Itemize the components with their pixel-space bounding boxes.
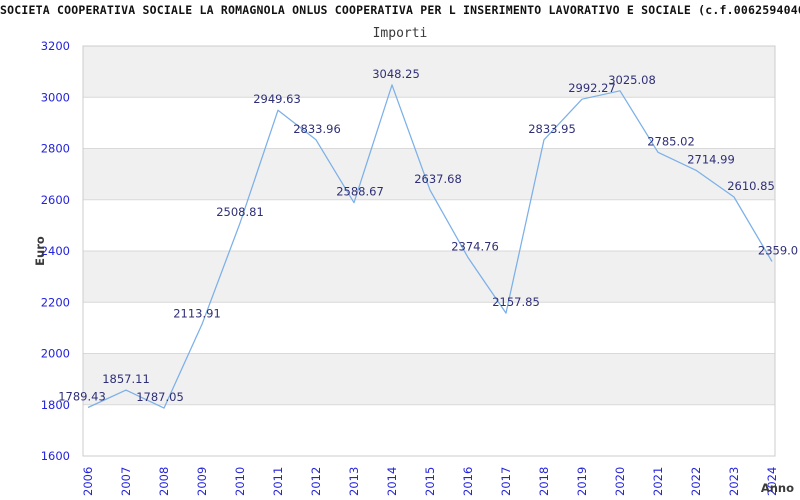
data-point-label: 2785.02	[647, 134, 695, 148]
y-tick-label: 2400	[41, 244, 70, 258]
x-tick-label: 2020	[613, 467, 627, 496]
data-point-label: 2949.63	[253, 92, 301, 106]
plot-border	[82, 45, 776, 457]
x-tick-label: 2011	[271, 467, 285, 496]
y-tick-label: 2600	[41, 193, 70, 207]
band-row	[83, 148, 775, 200]
data-point-label: 2113.91	[173, 306, 221, 320]
band-row	[83, 46, 775, 98]
data-point-label: 2588.67	[336, 185, 384, 199]
x-tick-label: 2013	[347, 467, 361, 496]
data-point-label: 1787.05	[136, 390, 184, 404]
data-point-label: 2157.85	[492, 295, 540, 309]
x-tick-label: 2019	[575, 467, 589, 496]
x-tick-label: 2022	[689, 467, 703, 496]
data-point-label: 3025.08	[608, 73, 656, 87]
x-tick-label: 2006	[81, 467, 95, 496]
band-row	[83, 353, 775, 405]
y-axis-title: Euro	[33, 236, 47, 266]
data-point-label: 2833.96	[293, 122, 341, 136]
x-tick-label: 2016	[461, 467, 475, 496]
y-tick-label: 2000	[41, 347, 70, 361]
x-tick-label: 2009	[195, 467, 209, 496]
data-point-label: 2508.81	[216, 205, 264, 219]
x-tick-label: 2007	[119, 467, 133, 496]
x-tick-label: 2008	[157, 467, 171, 496]
y-tick-label: 1600	[41, 449, 70, 463]
data-point-label: 2610.85	[727, 179, 775, 193]
x-tick-label: 2010	[233, 467, 247, 496]
y-tick-label: 2200	[41, 295, 70, 309]
band-row	[83, 251, 775, 303]
y-tick-label: 2800	[41, 142, 70, 156]
x-axis-title: Anno	[761, 481, 794, 495]
y-tick-label: 1800	[41, 398, 70, 412]
data-point-label: 1789.43	[58, 389, 106, 403]
data-point-label: 3048.25	[372, 67, 420, 81]
data-point-label: 2992.27	[568, 81, 616, 95]
chart-subtitle: Importi	[372, 26, 428, 41]
x-tick-label: 2021	[651, 467, 665, 496]
x-tick-label: 2012	[309, 467, 323, 496]
x-tick-label: 2018	[537, 467, 551, 496]
x-tick-label: 2024	[765, 467, 779, 496]
chart-title: SOCIETA COOPERATIVA SOCIALE LA ROMAGNOLA…	[0, 3, 800, 17]
data-point-label: 2359.0	[758, 244, 798, 258]
y-tick-label: 3000	[41, 90, 70, 104]
data-point-label: 2833.95	[528, 122, 576, 136]
data-point-label: 2714.99	[687, 152, 735, 166]
x-tick-label: 2014	[385, 467, 399, 496]
x-tick-label: 2017	[499, 467, 513, 496]
data-point-label: 2637.68	[414, 172, 462, 186]
data-point-label: 1857.11	[102, 372, 150, 386]
series-line	[87, 84, 773, 409]
x-tick-label: 2015	[423, 467, 437, 496]
data-point-label: 2374.76	[451, 239, 499, 253]
y-tick-label: 3200	[41, 39, 70, 53]
x-tick-label: 2023	[727, 467, 741, 496]
